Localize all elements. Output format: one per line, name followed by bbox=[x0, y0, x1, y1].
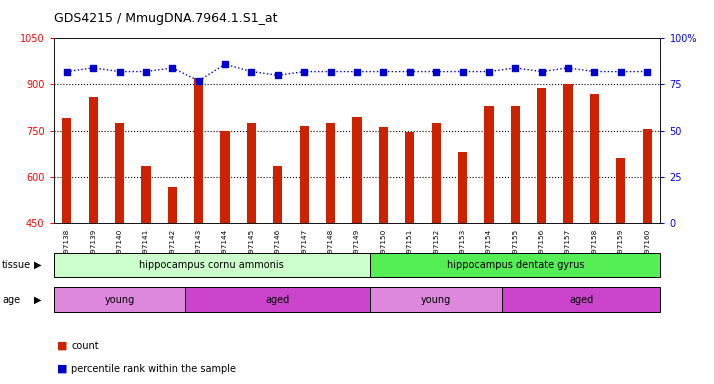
Bar bbox=[300, 126, 309, 223]
Point bbox=[166, 65, 178, 71]
Point bbox=[325, 68, 336, 74]
FancyBboxPatch shape bbox=[370, 287, 502, 312]
Bar bbox=[221, 131, 230, 223]
Point bbox=[140, 68, 151, 74]
Bar bbox=[405, 132, 414, 223]
Point bbox=[589, 68, 600, 74]
Bar bbox=[62, 118, 71, 223]
Bar bbox=[247, 123, 256, 223]
Text: ▶: ▶ bbox=[34, 260, 42, 270]
FancyBboxPatch shape bbox=[502, 287, 660, 312]
Point bbox=[457, 68, 468, 74]
Bar bbox=[511, 106, 520, 223]
FancyBboxPatch shape bbox=[186, 287, 370, 312]
Point bbox=[404, 68, 416, 74]
Point bbox=[378, 68, 389, 74]
Text: young: young bbox=[421, 295, 451, 305]
Bar bbox=[458, 152, 467, 223]
Bar bbox=[431, 123, 441, 223]
Text: tissue: tissue bbox=[2, 260, 31, 270]
Point bbox=[510, 65, 521, 71]
Bar bbox=[590, 94, 599, 223]
Bar bbox=[168, 187, 177, 223]
Bar bbox=[353, 117, 361, 223]
Text: ■: ■ bbox=[57, 341, 68, 351]
Point bbox=[483, 68, 495, 74]
Point bbox=[642, 68, 653, 74]
Text: ▶: ▶ bbox=[34, 295, 42, 305]
Point bbox=[431, 68, 442, 74]
Point bbox=[615, 68, 627, 74]
Point bbox=[351, 68, 363, 74]
Bar bbox=[273, 166, 283, 223]
Bar bbox=[115, 123, 124, 223]
Text: hippocampus cornu ammonis: hippocampus cornu ammonis bbox=[139, 260, 284, 270]
Bar bbox=[194, 78, 203, 223]
Point bbox=[114, 68, 125, 74]
Bar bbox=[326, 123, 336, 223]
Point bbox=[61, 68, 72, 74]
Bar bbox=[563, 84, 573, 223]
Bar bbox=[643, 129, 652, 223]
Bar bbox=[616, 158, 625, 223]
Point bbox=[87, 65, 99, 71]
Point bbox=[193, 78, 204, 84]
Point bbox=[246, 68, 257, 74]
Point bbox=[272, 72, 283, 78]
Bar bbox=[89, 97, 98, 223]
Text: age: age bbox=[2, 295, 20, 305]
Text: count: count bbox=[71, 341, 99, 351]
Bar bbox=[537, 88, 546, 223]
Text: young: young bbox=[104, 295, 135, 305]
Point bbox=[563, 65, 574, 71]
Point bbox=[219, 61, 231, 67]
Text: aged: aged bbox=[569, 295, 593, 305]
Text: percentile rank within the sample: percentile rank within the sample bbox=[71, 364, 236, 374]
Text: ■: ■ bbox=[57, 364, 68, 374]
Point bbox=[536, 68, 548, 74]
FancyBboxPatch shape bbox=[54, 253, 370, 277]
Text: GDS4215 / MmugDNA.7964.1.S1_at: GDS4215 / MmugDNA.7964.1.S1_at bbox=[54, 12, 277, 25]
Point bbox=[298, 68, 310, 74]
Bar bbox=[378, 127, 388, 223]
Bar bbox=[141, 166, 151, 223]
Text: hippocampus dentate gyrus: hippocampus dentate gyrus bbox=[446, 260, 584, 270]
FancyBboxPatch shape bbox=[54, 287, 186, 312]
FancyBboxPatch shape bbox=[370, 253, 660, 277]
Bar bbox=[484, 106, 493, 223]
Text: aged: aged bbox=[266, 295, 290, 305]
